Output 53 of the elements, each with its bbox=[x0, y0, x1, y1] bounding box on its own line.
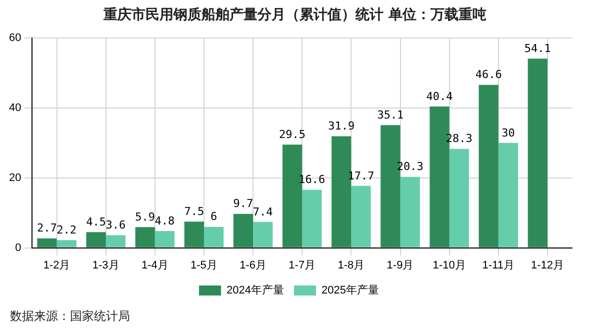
x-tick-label: 1-2月 bbox=[43, 259, 70, 272]
x-tick-label: 1-7月 bbox=[288, 259, 316, 272]
y-tick-label: 0 bbox=[15, 242, 22, 254]
bar bbox=[154, 231, 175, 248]
x-tick-label: 1-6月 bbox=[240, 259, 266, 272]
data-label: 40.4 bbox=[426, 90, 454, 103]
x-tick-label: 1-3月 bbox=[92, 259, 120, 272]
data-label: 3.6 bbox=[106, 218, 126, 232]
data-label: 5.9 bbox=[135, 210, 156, 224]
data-label: 7.5 bbox=[184, 204, 204, 218]
bar bbox=[184, 222, 204, 248]
data-label: 9.7 bbox=[233, 197, 254, 210]
bar bbox=[449, 148, 469, 248]
bar bbox=[204, 226, 224, 248]
bar bbox=[56, 240, 76, 248]
data-label: 6 bbox=[210, 210, 218, 224]
bar bbox=[253, 222, 273, 248]
bar bbox=[498, 142, 518, 248]
legend-label: 2024年产量 bbox=[226, 284, 284, 297]
bar bbox=[37, 238, 57, 248]
data-label: 7.4 bbox=[252, 205, 274, 218]
x-tick-label: 1-11月 bbox=[482, 259, 514, 272]
x-tick-label: 1-8月 bbox=[338, 259, 365, 272]
data-label: 54.1 bbox=[524, 42, 551, 55]
x-tick-label: 1-10月 bbox=[432, 259, 466, 272]
data-label: 31.9 bbox=[328, 120, 355, 133]
bar bbox=[302, 190, 322, 248]
x-tick-label: 1-9月 bbox=[386, 259, 414, 272]
data-label: 35.1 bbox=[377, 108, 404, 122]
y-tick-label: 60 bbox=[8, 32, 22, 44]
bar bbox=[351, 186, 371, 248]
bar bbox=[86, 232, 106, 248]
x-tick-label: 1-12月 bbox=[530, 259, 564, 272]
data-label: 46.6 bbox=[475, 68, 502, 82]
data-label: 2.7 bbox=[37, 222, 57, 235]
bar bbox=[400, 176, 420, 248]
data-label: 2.2 bbox=[56, 223, 77, 236]
data-label: 29.5 bbox=[279, 128, 306, 142]
x-tick-label: 1-5月 bbox=[190, 259, 218, 272]
bar bbox=[106, 235, 126, 248]
chart-title: 重庆市民用钢质船舶产量分月（累计值）统计 单位：万载重吨 bbox=[102, 6, 488, 24]
y-tick-label: 20 bbox=[8, 172, 22, 184]
legend-label: 2025年产量 bbox=[322, 284, 379, 297]
x-tick-label: 1-4月 bbox=[141, 259, 168, 272]
y-tick-label: 40 bbox=[8, 102, 22, 114]
data-label: 4.8 bbox=[154, 214, 175, 228]
bar bbox=[478, 84, 498, 248]
bar bbox=[528, 58, 548, 248]
bar bbox=[135, 227, 155, 248]
bar bbox=[233, 214, 254, 248]
data-label: 30 bbox=[502, 126, 515, 140]
data-label: 4.5 bbox=[86, 215, 106, 228]
source-note: 数据来源：国家统计局 bbox=[10, 308, 130, 325]
